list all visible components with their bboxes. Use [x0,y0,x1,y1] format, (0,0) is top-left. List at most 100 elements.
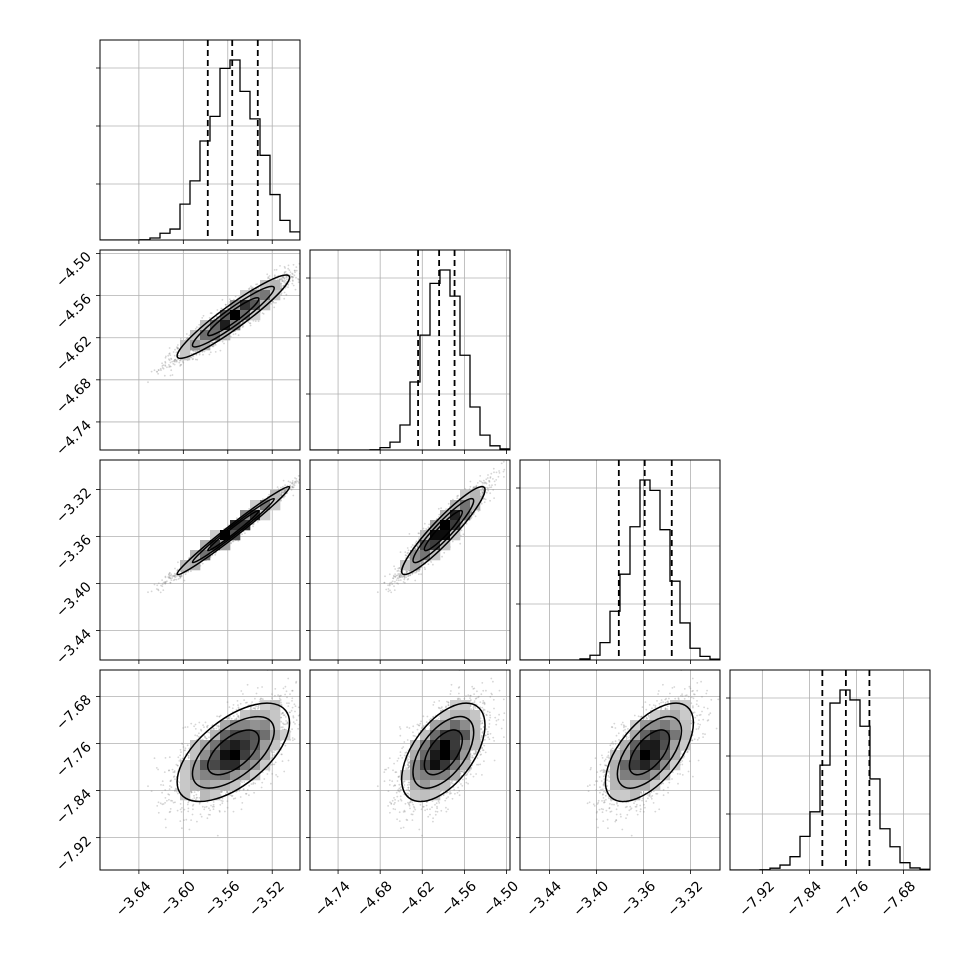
scatter-point [422,805,424,808]
scatter-point [404,752,407,754]
scatter-point [604,764,606,767]
density-cell [230,750,241,761]
density-cell [460,730,471,741]
scatter-point [316,255,318,257]
scatter-point [291,279,294,282]
scatter-point [280,490,282,493]
scatter-point [208,731,211,734]
scatter-point [407,764,409,767]
scatter-point [190,790,192,792]
density-cell [660,720,671,731]
scatter-point [414,547,416,550]
scatter-point [614,742,617,745]
scatter-point [254,697,256,700]
scatter-point [291,481,294,484]
scatter-point [634,805,637,808]
scatter-point [698,726,701,728]
panel-frame [309,669,511,871]
scatter-point [188,556,191,559]
scatter-point [462,533,465,536]
scatter-point [274,688,277,690]
scatter-point [409,574,412,577]
scatter-point [697,723,699,725]
scatter-point [389,582,391,585]
scatter-point [673,686,676,688]
density-cell [470,490,481,501]
scatter-point [256,707,259,710]
density-cell [650,710,661,721]
scatter-point [682,756,685,759]
scatter-point [164,818,167,821]
scatter-point [172,579,175,582]
scatter-point [305,476,307,478]
scatter-point [665,697,667,700]
density-cell [200,330,211,341]
scatter-point [502,460,505,463]
scatter-point [437,717,440,720]
scatter-point [280,486,282,489]
scatter-point [399,574,402,576]
scatter-point [204,721,207,724]
scatter-point [429,813,431,816]
scatter-point [398,576,401,579]
scatter-point [472,706,475,709]
scatter-point [201,738,204,741]
scatter-point [639,810,642,813]
scatter-point [472,688,475,690]
scatter-point [662,782,665,785]
scatter-point [186,337,188,340]
density-cell [210,760,221,771]
scatter-point [168,571,171,574]
scatter-point [239,796,242,798]
scatter-point [407,578,410,580]
scatter-point [662,789,665,791]
scatter-point [203,726,205,728]
scatter-point [165,826,167,829]
scatter-point [283,489,286,491]
density-cell [240,300,251,311]
scatter-point [648,704,651,706]
scatter-point [657,690,660,692]
scatter-point [485,482,488,485]
scatter-point [179,338,182,340]
scatter-point [469,694,471,697]
scatter-point [623,726,625,729]
scatter-point [231,707,234,710]
scatter-point [392,574,395,577]
contour-level-1 [207,296,260,337]
scatter-point [409,807,411,810]
scatter-point [406,552,409,555]
scatter-point [287,677,290,680]
scatter-point [175,790,178,793]
scatter-point [236,700,239,702]
scatter-point [485,728,488,731]
scatter-point [385,768,388,771]
scatter-point [607,754,610,757]
scatter-point [196,358,199,361]
scatter-point [174,576,177,579]
density-cell [650,770,661,781]
scatter-point [230,717,233,720]
scatter-point [488,738,491,741]
scatter-point [600,808,603,810]
scatter-point [274,754,276,756]
scatter-point [251,286,254,289]
scatter-point [406,819,409,821]
scatter-point [180,575,183,577]
scatter-point [182,570,185,572]
scatter-point [198,797,201,799]
scatter-point [248,322,251,325]
scatter-point [168,576,171,579]
scatter-point [407,549,410,552]
scatter-point [236,713,238,715]
density-cell [410,790,421,801]
scatter-point [175,787,178,790]
scatter-point [403,809,406,812]
scatter-point [294,481,296,483]
scatter-point [177,578,180,580]
scatter-point [169,785,171,787]
density-cell [610,750,621,761]
scatter-point [476,482,479,484]
scatter-point [234,797,237,800]
scatter-point [168,788,171,790]
